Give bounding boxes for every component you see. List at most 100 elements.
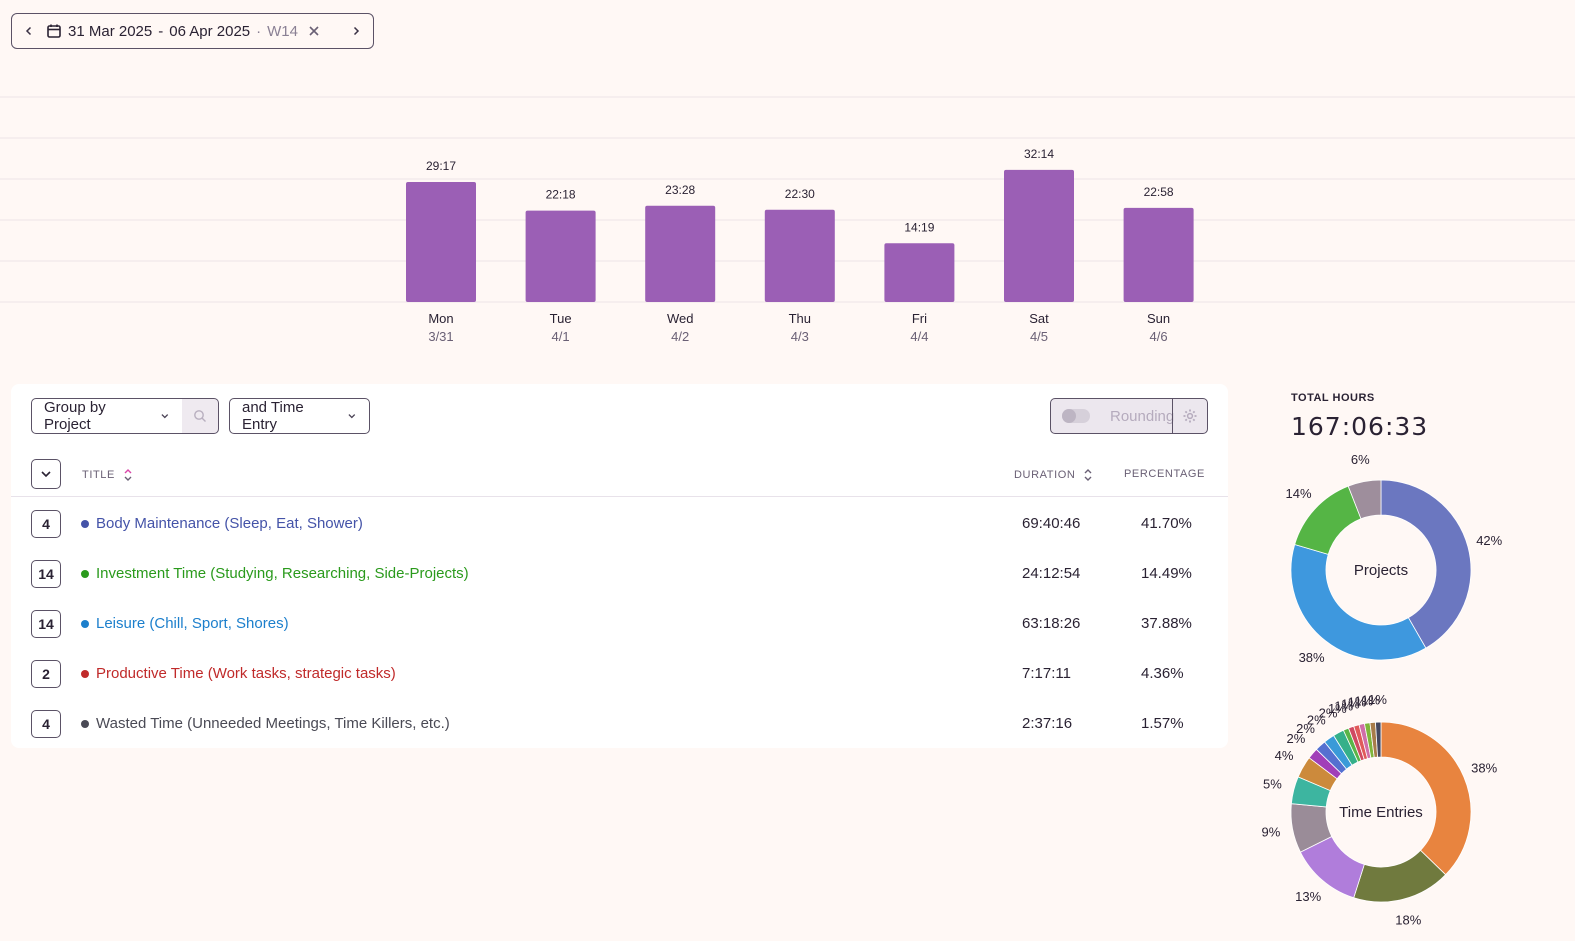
sub-group-select[interactable]: and Time Entry: [229, 398, 370, 434]
total-hours-value: 167:06:33: [1291, 412, 1429, 441]
chevron-down-icon: [161, 414, 169, 419]
bar-fri: [884, 243, 955, 302]
expand-entries-button[interactable]: 4: [31, 710, 61, 738]
duration-header-label: DURATION: [1014, 469, 1076, 481]
project-title[interactable]: Body Maintenance (Sleep, Eat, Shower): [96, 515, 363, 532]
table-row[interactable]: 14 Investment Time (Studying, Researching…: [11, 549, 1228, 599]
close-icon: [309, 26, 319, 36]
expand-all-button[interactable]: [31, 459, 61, 489]
report-table-card: Group by Project and Time Entry Rounding…: [11, 384, 1228, 748]
bar-value-label: 14:19: [904, 220, 934, 234]
expand-entries-button[interactable]: 14: [31, 560, 61, 588]
bar-thu: [764, 209, 835, 302]
bar-value-label: 32:14: [1024, 147, 1054, 161]
bar-value-label: 22:58: [1144, 185, 1174, 199]
table-row[interactable]: 4 Wasted Time (Unneeded Meetings, Time Ki…: [11, 699, 1228, 749]
group-by-select[interactable]: Group by Project: [31, 398, 183, 434]
expand-entries-button[interactable]: 4: [31, 510, 61, 538]
project-percentage: 41.70%: [1141, 515, 1192, 532]
date-range-picker[interactable]: 31 Mar 2025 - 06 Apr 2025 · W14: [11, 13, 374, 49]
date-label: 4/4: [910, 329, 928, 344]
table-row[interactable]: 4 Body Maintenance (Sleep, Eat, Shower) 69…: [11, 499, 1228, 549]
title-header-label: TITLE: [82, 469, 115, 481]
donut-center-label: Time Entries: [1339, 804, 1423, 821]
slice-label: 18%: [1395, 913, 1421, 928]
chevron-left-icon: [25, 26, 32, 36]
table-row[interactable]: 14 Leisure (Chill, Sport, Shores) 63:18:26…: [11, 599, 1228, 649]
rounding-toggle[interactable]: [1062, 409, 1090, 423]
bar-mon: [406, 181, 476, 302]
slice-label: 1%: [1368, 692, 1387, 707]
gear-icon: [1183, 409, 1197, 423]
donut-slice: [1290, 543, 1427, 661]
sub-group-label: and Time Entry: [242, 399, 304, 433]
project-color-dot: [81, 720, 89, 728]
chevron-down-icon: [348, 414, 356, 419]
title-column-header: TITLE: [82, 468, 133, 482]
donut-slice: [1380, 479, 1472, 649]
date-range-start: 31 Mar 2025: [68, 22, 153, 40]
sort-duration-button[interactable]: [1083, 468, 1093, 482]
sort-icon: [1084, 469, 1092, 481]
slice-label: 2%: [1319, 705, 1338, 720]
project-duration: 7:17:11: [1022, 665, 1071, 682]
project-color-dot: [81, 520, 89, 528]
search-button[interactable]: [182, 398, 219, 434]
percentage-header-label: PERCENTAGE: [1124, 468, 1205, 480]
day-label: Tue: [550, 311, 572, 326]
date-label: 4/5: [1030, 329, 1048, 344]
expand-entries-button[interactable]: 14: [31, 610, 61, 638]
slice-label: 9%: [1262, 825, 1281, 840]
slice-label: 6%: [1351, 452, 1370, 467]
project-title[interactable]: Wasted Time (Unneeded Meetings, Time Kil…: [96, 715, 450, 732]
clear-date-button[interactable]: [308, 25, 320, 37]
time-entries-donut-chart: 38%18%13%9%5%4%2%2%2%2%1%1%1%1%1%1%1%Tim…: [1262, 692, 1498, 928]
slice-label: 2%: [1287, 731, 1306, 746]
bar-value-label: 22:30: [785, 187, 815, 201]
chevron-right-icon: [353, 26, 360, 36]
calendar-icon: [46, 23, 62, 39]
project-duration: 2:37:16: [1022, 715, 1073, 732]
project-title[interactable]: Investment Time (Studying, Researching, …: [96, 565, 469, 582]
sort-title-button[interactable]: [123, 468, 133, 482]
donut-center-label: Projects: [1354, 562, 1408, 579]
slice-label: 2%: [1307, 713, 1326, 728]
project-percentage: 37.88%: [1141, 615, 1192, 632]
day-label: Fri: [912, 311, 927, 326]
slice-label: 13%: [1295, 889, 1321, 904]
table-row[interactable]: 2 Productive Time (Work tasks, strategic …: [11, 649, 1228, 699]
project-title[interactable]: Leisure (Chill, Sport, Shores): [96, 615, 289, 632]
slice-label: 1%: [1354, 693, 1373, 708]
project-percentage: 4.36%: [1141, 665, 1184, 682]
slice-label: 4%: [1275, 748, 1294, 763]
chevron-down-icon: [41, 471, 51, 478]
previous-week-button[interactable]: [12, 14, 46, 48]
project-title[interactable]: Productive Time (Work tasks, strategic t…: [96, 665, 396, 682]
bar-tue: [525, 210, 596, 302]
projects-donut-chart: 42% 38% 14% 6% Projects: [1286, 452, 1503, 665]
slice-label: 1%: [1334, 698, 1353, 713]
date-label: 4/3: [791, 329, 809, 344]
sort-icon: [124, 469, 132, 481]
total-hours-label: TOTAL HOURS: [1291, 392, 1375, 404]
rounding-label: Rounding: [1110, 407, 1175, 425]
expand-entries-button[interactable]: 2: [31, 660, 61, 688]
day-label: Sat: [1029, 311, 1049, 326]
slice-label: 1%: [1341, 696, 1360, 711]
rounding-settings-button[interactable]: [1172, 399, 1207, 433]
next-week-button[interactable]: [339, 14, 373, 48]
slice-label: 5%: [1263, 777, 1282, 792]
slice-label: 38%: [1299, 650, 1325, 665]
project-percentage: 14.49%: [1141, 565, 1192, 582]
slice-label: 2%: [1296, 721, 1315, 736]
duration-column-header: DURATION: [1014, 468, 1093, 482]
slice-label: 1%: [1361, 692, 1380, 707]
date-label: 4/1: [552, 329, 570, 344]
donut-slice: [1347, 479, 1382, 520]
bar-sun: [1123, 207, 1194, 302]
bar-value-label: 29:17: [426, 159, 456, 173]
day-label: Sun: [1147, 311, 1170, 326]
week-number: W14: [267, 22, 298, 40]
search-icon: [194, 410, 206, 422]
slice-label: 1%: [1348, 695, 1367, 710]
